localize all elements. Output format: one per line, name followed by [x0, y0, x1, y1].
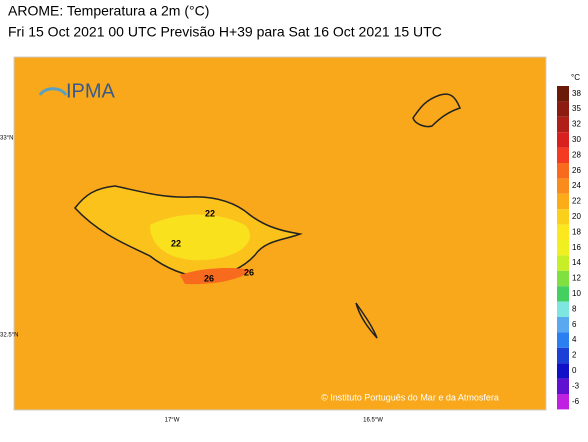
legend-label: 20 [572, 212, 581, 221]
legend-label: 30 [572, 135, 581, 144]
contour-label: 22 [205, 208, 215, 218]
legend-label: 4 [572, 335, 577, 344]
legend-label: 6 [572, 320, 577, 329]
legend-label: 22 [572, 197, 581, 206]
legend-swatch [557, 317, 569, 333]
copyright: © Instituto Português do Mar e da Atmosf… [321, 392, 499, 402]
legend-label: 8 [572, 304, 577, 313]
subtitle: Fri 15 Oct 2021 00 UTC Previsão H+39 par… [8, 24, 442, 40]
legend-label: 32 [572, 120, 581, 129]
title: AROME: Temperatura a 2m (°C) [8, 3, 209, 19]
warm-core [150, 214, 251, 261]
legend-label: 0 [572, 366, 577, 375]
lat-label: 33°N [0, 136, 13, 142]
lon-label: 17°W [165, 418, 180, 424]
legend-swatch [557, 286, 569, 302]
legend-swatch [557, 394, 569, 410]
legend-label: -3 [572, 381, 580, 390]
lon-label: 16.5°W [363, 418, 383, 424]
legend-label: 18 [572, 227, 581, 236]
legend-label: 38 [572, 89, 581, 98]
legend-swatch [557, 347, 569, 364]
legend-swatch [557, 147, 569, 163]
legend-label: 26 [572, 166, 581, 175]
legend-label: 12 [572, 274, 581, 283]
legend-label: 28 [572, 150, 581, 159]
legend-label: 16 [572, 243, 581, 252]
legend-label: 10 [572, 289, 581, 298]
legend-label: 35 [572, 104, 581, 113]
legend-swatch [557, 178, 569, 194]
legend-label: 24 [572, 181, 581, 190]
logo: IPMA [66, 80, 116, 102]
contour-label: 26 [204, 273, 214, 283]
legend-swatch [557, 255, 569, 271]
contour-label: 26 [244, 267, 254, 277]
legend-swatch [557, 270, 569, 287]
legend-swatch [557, 363, 569, 379]
legend-swatch [557, 332, 569, 348]
desertas [355, 302, 378, 339]
legend-swatch [557, 301, 569, 317]
legend-label: 14 [572, 258, 581, 267]
legend-swatch [557, 209, 569, 225]
legend-swatch [557, 101, 569, 117]
porto-santo [412, 93, 462, 128]
hot-coast [180, 267, 252, 285]
legend-swatch [557, 163, 569, 179]
legend-swatch [557, 86, 569, 102]
legend-swatch [557, 224, 569, 240]
legend-unit: °C [571, 73, 580, 82]
logo-arc [38, 87, 68, 96]
legend-swatch [557, 240, 569, 256]
legend-swatch [557, 378, 569, 394]
legend-label: -6 [572, 397, 580, 406]
lat-label: 32.5°N [0, 333, 18, 339]
legend-swatch [557, 193, 569, 210]
contour-label: 22 [171, 238, 181, 248]
legend-label: 2 [572, 351, 577, 360]
legend-swatch [557, 116, 569, 133]
legend-swatch [557, 132, 569, 148]
